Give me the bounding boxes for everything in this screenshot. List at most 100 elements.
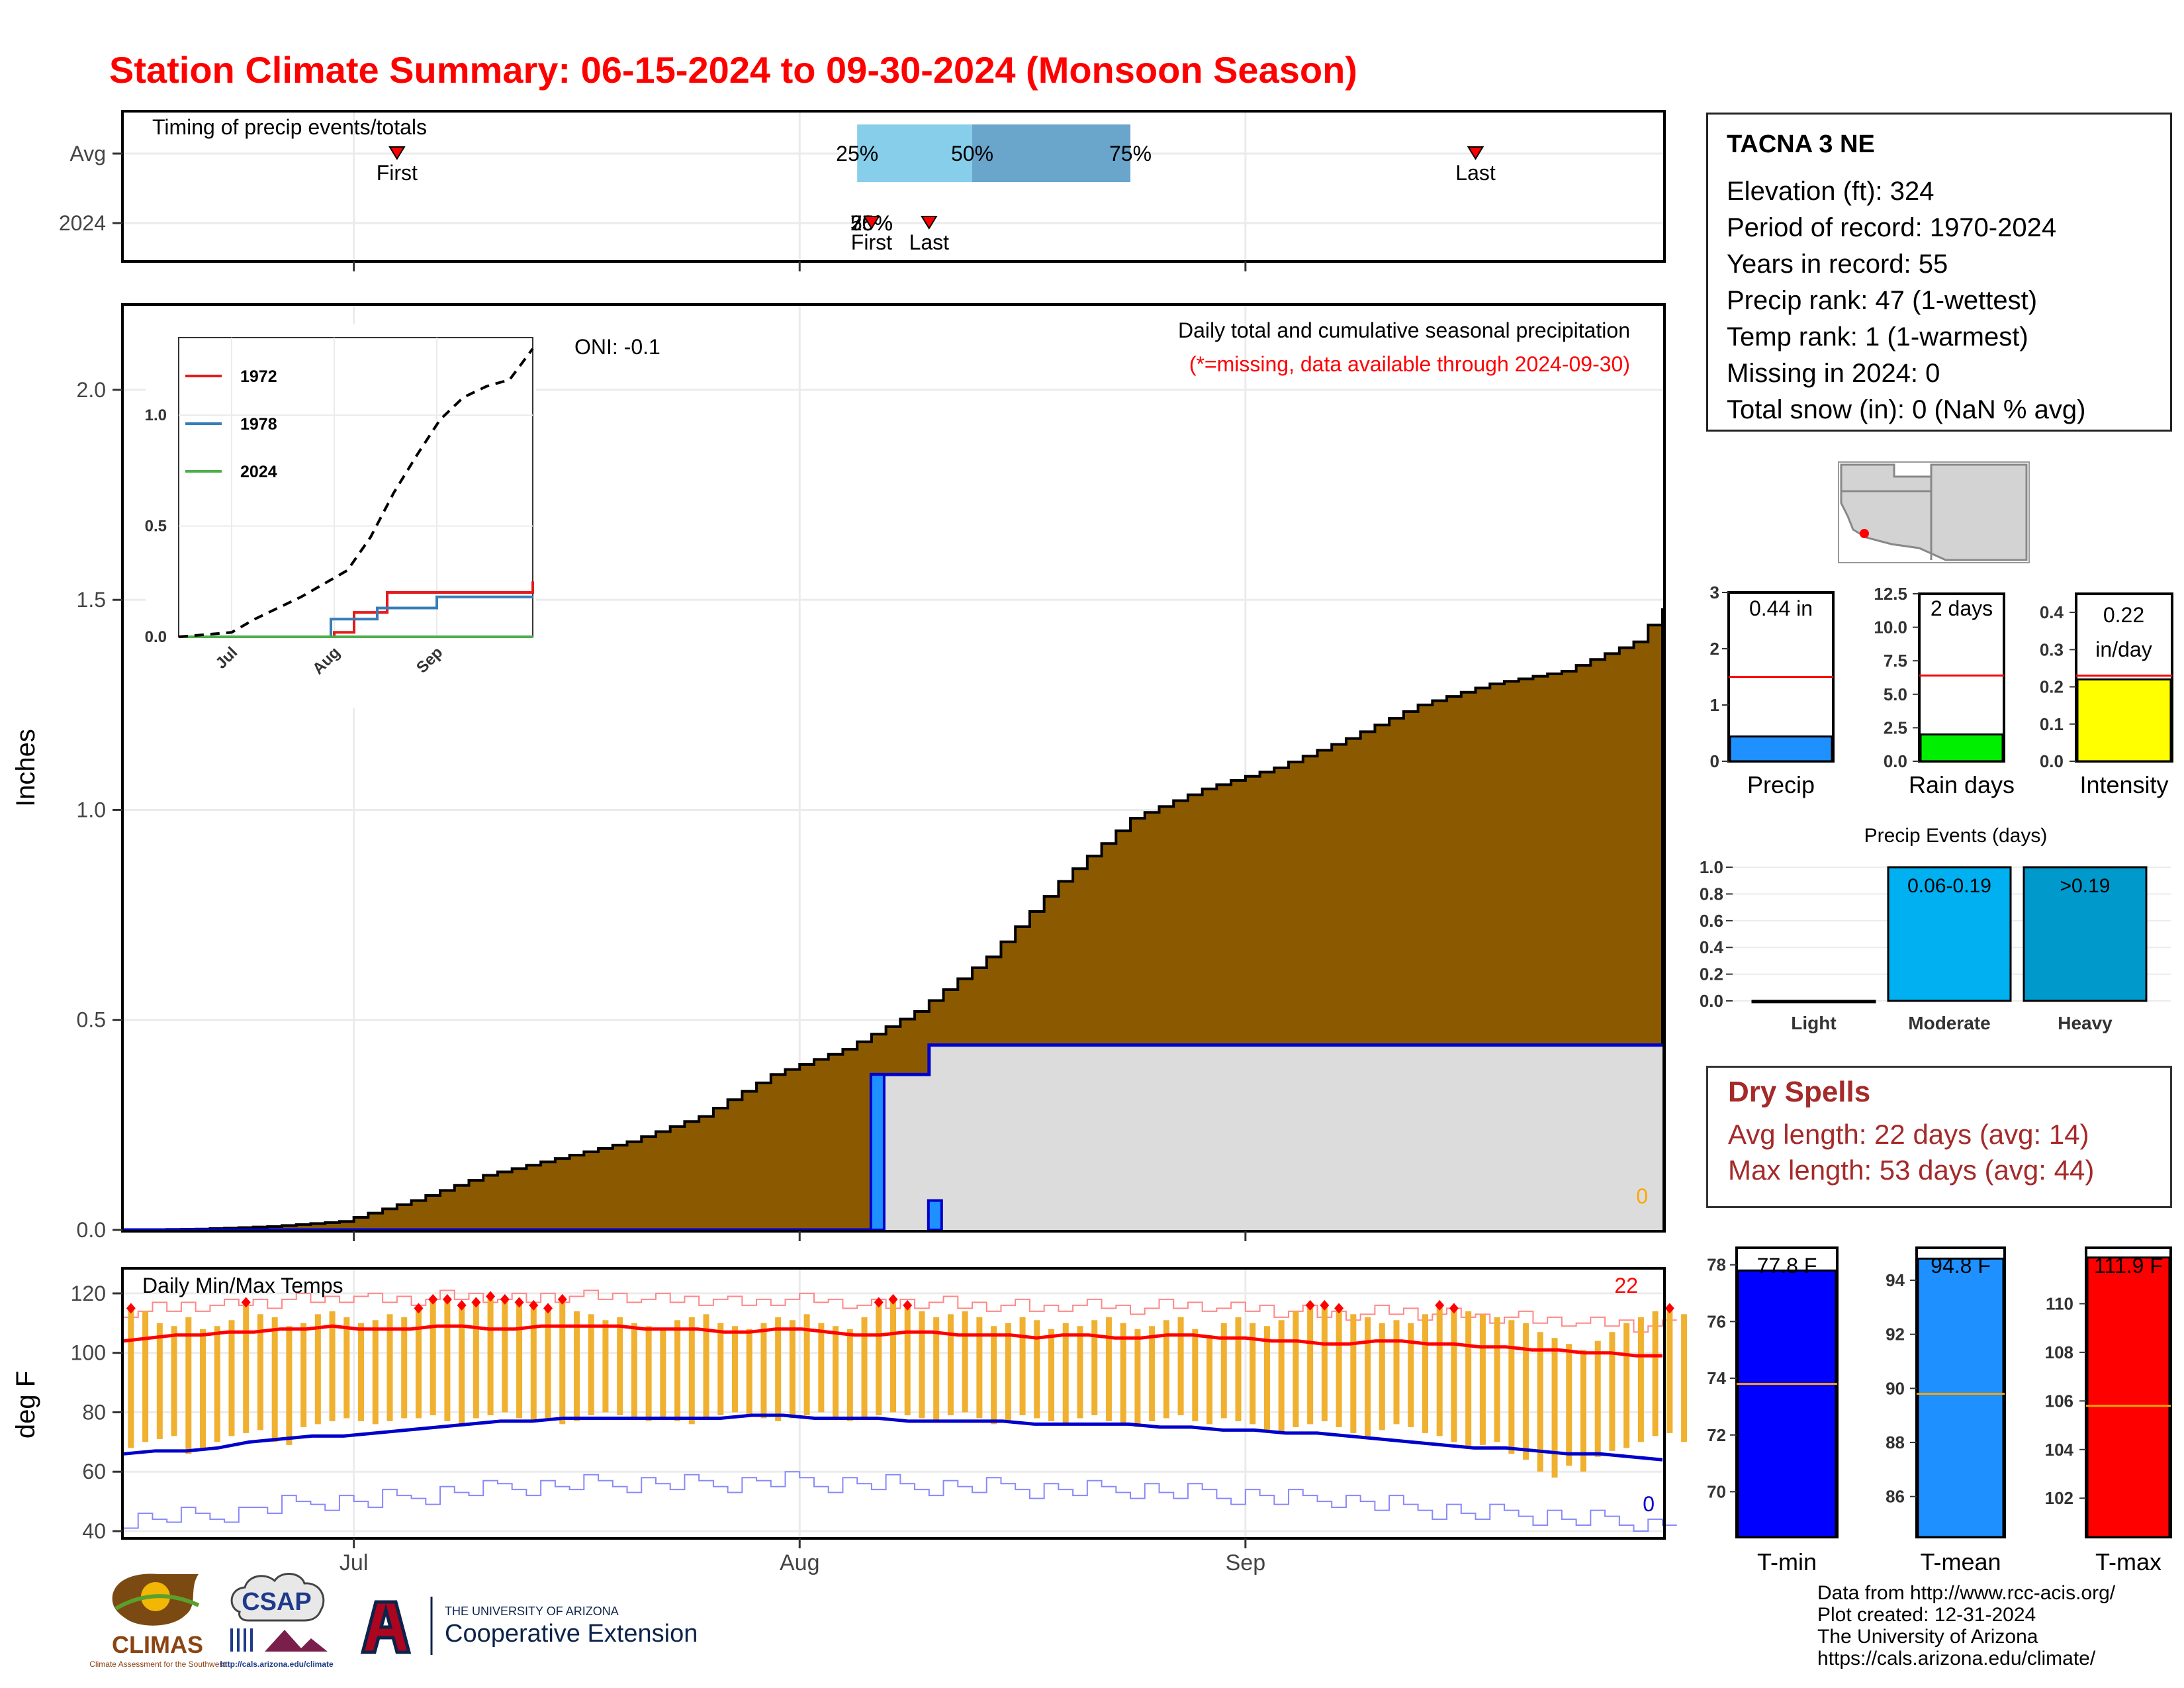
temp-range-bar (1580, 1350, 1586, 1472)
temp-range-bar (185, 1317, 192, 1454)
temp-range-bar (156, 1323, 163, 1439)
temp-summary-label: 94.8 F (1931, 1254, 1991, 1278)
timing-panel: Timing of precip events/totals Avg 2024 25%… (59, 110, 1666, 271)
temp-range-bar (1451, 1308, 1457, 1442)
cumulative-2024-area (124, 1045, 1662, 1230)
precip-events-category: Light (1791, 1013, 1836, 1033)
station-info-panel: TACNA 3 NE Elevation (ft): 324 Period of… (1706, 113, 2172, 432)
precip-ytick-label: 0.5 (77, 1008, 106, 1032)
temp-range-bar (1551, 1338, 1558, 1478)
temp-xtick-label: Jul (340, 1550, 368, 1575)
temp-range-bar (243, 1302, 250, 1433)
record-high-count: 22 (1614, 1274, 1638, 1297)
record-high-marker (1435, 1299, 1445, 1311)
precip-events-title: Precip Events (days) (1864, 825, 2048, 847)
temp-summary-label: 111.9 F (2094, 1254, 2163, 1278)
avg-tmax-line (123, 1324, 1662, 1358)
temp-range-bar (919, 1311, 925, 1419)
csap-mountains (265, 1630, 328, 1652)
daily-precip-bar (869, 1073, 886, 1231)
footer-credits: Data from http://www.rcc-acis.org/ Plot … (1817, 1582, 2115, 1669)
record-high-marker (471, 1297, 481, 1308)
temp-range-bar (573, 1311, 580, 1421)
record-high-marker (874, 1297, 884, 1308)
timing-row-label: Avg (69, 142, 106, 165)
temp-range-bar (171, 1326, 177, 1436)
csap-logo-text: CSAP (242, 1588, 312, 1616)
record-high-marker (457, 1299, 467, 1311)
page-title: Station Climate Summary: 06-15-2024 to 0… (109, 49, 1357, 91)
temp-panel: Daily Min/Max Temps 22 0 40 60 80 100 120 Jul Aug… (11, 1267, 1688, 1575)
temp-ytick-label: 80 (82, 1400, 106, 1424)
temp-ytick-label: 40 (82, 1519, 106, 1543)
temp-range-bar (1537, 1332, 1543, 1472)
record-high-marker (888, 1293, 898, 1305)
record-high-marker (1334, 1303, 1344, 1314)
temp-range-bar (1120, 1323, 1126, 1425)
temp-range-bar (1408, 1323, 1414, 1427)
record-high-marker (557, 1293, 567, 1305)
temp-range-bar (645, 1326, 652, 1421)
temp-range-bar (991, 1326, 997, 1425)
precip-events-ytick-label: 0.2 (1700, 964, 1723, 984)
missing-count: 0 (1636, 1184, 1648, 1208)
temp-range-bar (947, 1314, 954, 1415)
intensity-ytick-label: 0.4 (2040, 602, 2064, 622)
temp-range-bar (1393, 1320, 1400, 1425)
daily-precip-bar (927, 1199, 943, 1231)
intensity-ytick-label: 0.2 (2040, 677, 2064, 697)
quartile-label: 25% (836, 142, 878, 165)
footer-line: Plot created: 12-31-2024 (1817, 1604, 2036, 1626)
rain_days-ytick-label: 2.5 (1884, 718, 1907, 737)
station-info-line: Elevation (ft): 324 (1727, 177, 1934, 206)
temp-title: Daily Min/Max Temps (142, 1274, 343, 1297)
station-location-dot (1860, 529, 1869, 538)
temp-summary-ytick-label: 76 (1707, 1311, 1726, 1331)
record-high-marker (543, 1303, 553, 1314)
temp-range-bar (1321, 1305, 1328, 1421)
precip_total-category: Precip (1747, 771, 1815, 798)
precip-events-bar-label: >0.19 (2060, 875, 2111, 897)
rain_days-category: Rain days (1909, 771, 2015, 798)
intensity-bar (2076, 678, 2172, 763)
temp-frame (121, 1267, 1666, 1540)
temp-ytick-label: 60 (82, 1460, 106, 1483)
timing-title: Timing of precip events/totals (152, 115, 427, 139)
csap-cloud (230, 1572, 325, 1622)
temp-range-bar (516, 1302, 523, 1419)
record-high-marker (126, 1303, 136, 1314)
station-info-line: Precip rank: 47 (1-wettest) (1727, 286, 2038, 315)
quartile-label: 50% (951, 142, 993, 165)
side-panels: 0 1 2 3 Precip 0.44 in 0.0 2.5 5.0 7.5 10.0 12.5 Rai… (1700, 583, 2173, 1575)
temp-ytick-label: 120 (71, 1282, 106, 1305)
temp-range-bar (372, 1320, 379, 1425)
temp-range-bar (833, 1326, 839, 1419)
temp-range-bar (502, 1299, 508, 1413)
precip-title: Daily total and cumulative seasonal prec… (1178, 318, 1630, 342)
first-2024-marker (863, 216, 880, 230)
temp-range-bar (128, 1308, 134, 1448)
precip-events-ytick-label: 1.0 (1700, 857, 1723, 877)
inset-legend-label: 1972 (240, 367, 277, 386)
precip-ytick-label: 0.0 (77, 1218, 106, 1242)
rain_days-ytick-label: 10.0 (1874, 618, 1907, 637)
first-2024-label: First (851, 230, 892, 254)
temp-range-bar (473, 1302, 479, 1419)
temp-range-bar (904, 1305, 911, 1415)
temp-range-bar (228, 1320, 235, 1436)
temp-summary-category: T-mean (1920, 1548, 2001, 1575)
precip-events-bar (1887, 866, 2012, 1002)
temp-range-bar (1163, 1320, 1169, 1419)
precip_total-bar (1729, 735, 1833, 763)
temp-summary-ytick-label: 106 (2045, 1391, 2073, 1411)
temp-range-bar (1034, 1320, 1040, 1419)
precip-total-label: 0.44 in (1749, 596, 1813, 620)
temp-range-bar (1077, 1326, 1083, 1419)
precip-events-ytick-label: 0.4 (1700, 937, 1724, 957)
temp-range-bar (861, 1317, 868, 1419)
station-name: TACNA 3 NE (1727, 130, 1875, 158)
temp-range-bar (674, 1320, 681, 1421)
avg-tmin-line (123, 1413, 1663, 1462)
